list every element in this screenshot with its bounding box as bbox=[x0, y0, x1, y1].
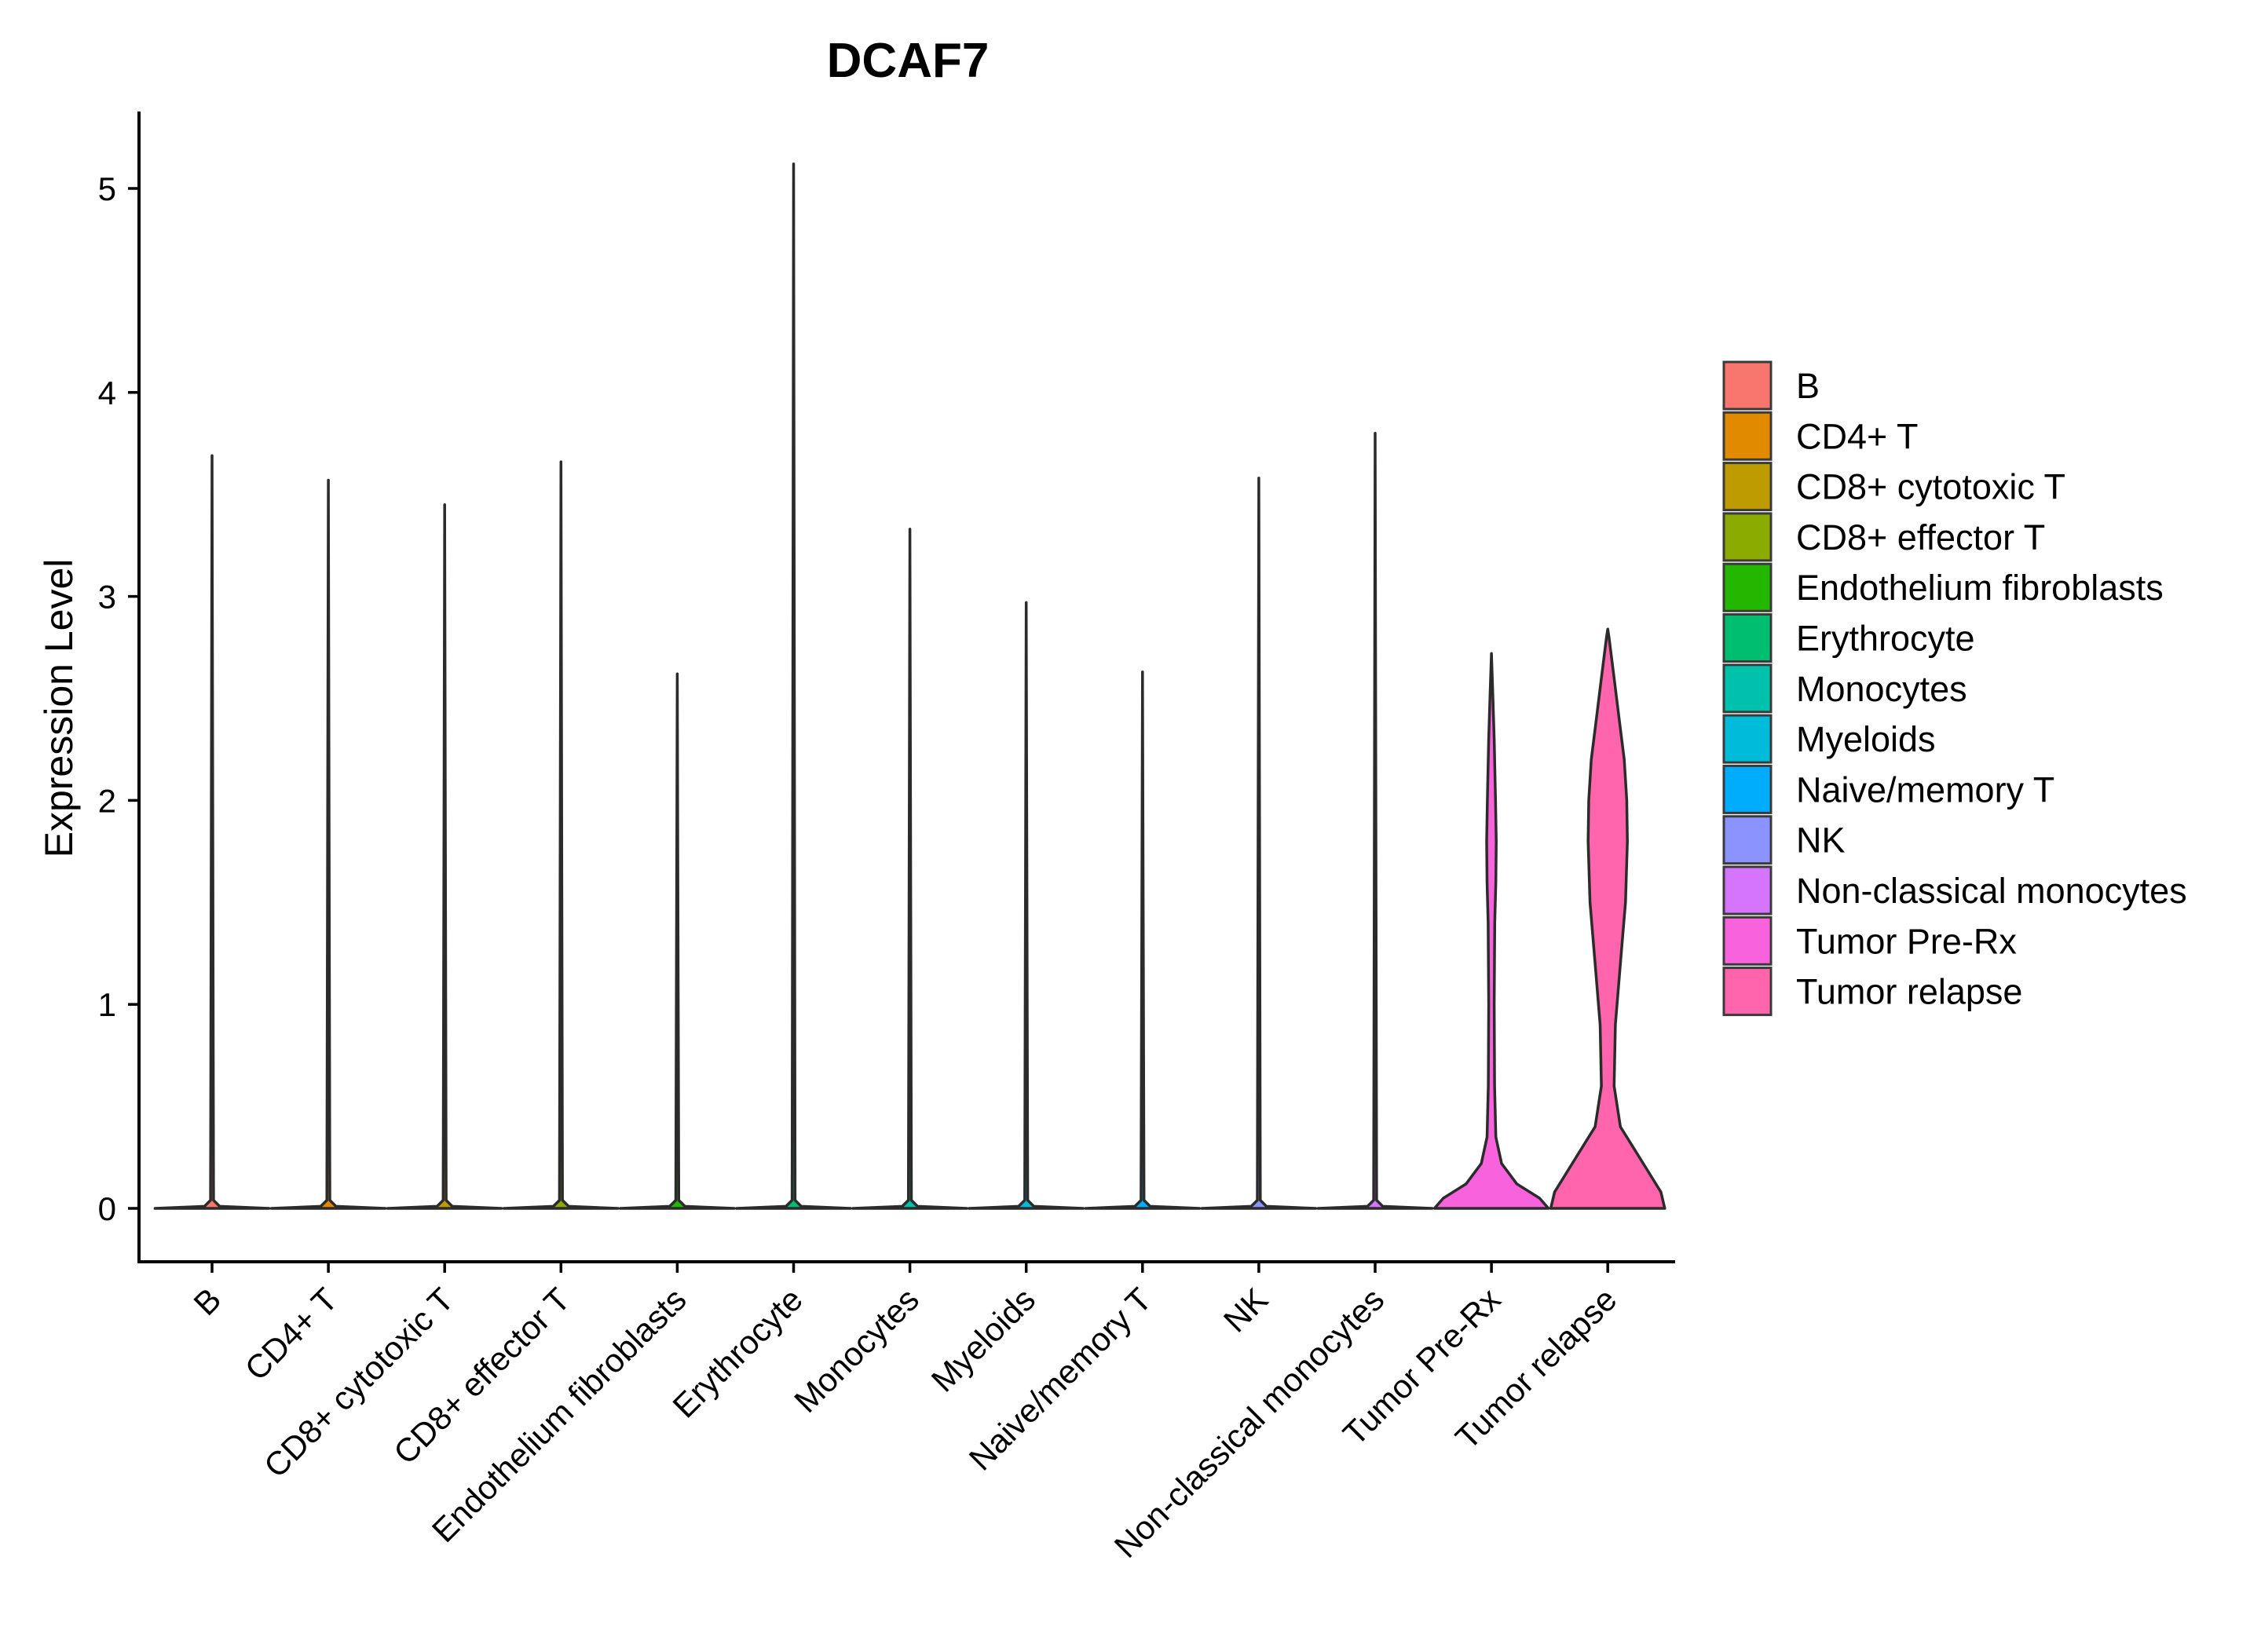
legend-label: CD4+ T bbox=[1796, 416, 1918, 456]
y-tick-label: 4 bbox=[98, 375, 116, 411]
x-tick-label: Monocytes bbox=[787, 1281, 926, 1420]
legend-label: CD8+ cytotoxic T bbox=[1796, 467, 2065, 507]
violin-tumor-relapse bbox=[1549, 627, 1666, 1210]
violin-erythrocyte bbox=[735, 163, 852, 1210]
violin-tumor-pre-rx bbox=[1432, 652, 1550, 1210]
violin-cd4-t bbox=[269, 478, 387, 1210]
legend-label: Erythrocyte bbox=[1796, 619, 1975, 659]
x-tick-label: B bbox=[186, 1281, 228, 1322]
legend-key bbox=[1722, 865, 1773, 916]
axes bbox=[137, 111, 1675, 1263]
violin-monocytes bbox=[851, 528, 968, 1210]
legend-key bbox=[1722, 967, 1773, 1017]
violin-myeloids bbox=[968, 601, 1085, 1210]
y-tick-label: 0 bbox=[98, 1190, 116, 1227]
violin-nk bbox=[1200, 477, 1318, 1210]
y-tick-label: 2 bbox=[98, 782, 116, 819]
legend-label: CD8+ effector T bbox=[1796, 517, 2045, 557]
violin-cd8-cytotoxic-t bbox=[386, 503, 503, 1210]
legend-label: Tumor relapse bbox=[1796, 972, 2022, 1012]
legend-key bbox=[1722, 764, 1773, 814]
violin-cd8-effector-t bbox=[502, 460, 620, 1210]
y-ticks: 0 1 2 3 4 5 bbox=[98, 170, 139, 1227]
y-tick-label: 5 bbox=[98, 170, 116, 207]
y-tick-label: 3 bbox=[98, 579, 116, 616]
legend-label: Naive/memory T bbox=[1796, 769, 2054, 810]
y-axis-label: Expression Level bbox=[37, 559, 81, 858]
legend-key bbox=[1722, 411, 1773, 461]
violin-b bbox=[153, 454, 271, 1210]
violin-endothelium-fibroblasts bbox=[619, 672, 736, 1210]
legend-key bbox=[1722, 512, 1773, 562]
legend-key bbox=[1722, 916, 1773, 966]
x-tick-label: CD4+ T bbox=[238, 1281, 345, 1387]
legend-label: Myeloids bbox=[1796, 719, 1936, 759]
legend-key bbox=[1722, 663, 1773, 714]
legend-key bbox=[1722, 714, 1773, 764]
legend-key bbox=[1722, 360, 1773, 411]
legend-label: Monocytes bbox=[1796, 669, 1967, 709]
chart-title: DCAF7 bbox=[827, 34, 990, 88]
violin-non-classical-monocytes bbox=[1316, 432, 1434, 1210]
legend-key bbox=[1722, 562, 1773, 612]
y-tick-label: 1 bbox=[98, 986, 116, 1023]
legend-label: B bbox=[1796, 366, 1820, 406]
legend-key bbox=[1722, 613, 1773, 663]
legend-key bbox=[1722, 815, 1773, 865]
legend-key bbox=[1722, 462, 1773, 512]
legend-label: Tumor Pre-Rx bbox=[1796, 921, 2017, 961]
legend-label: NK bbox=[1796, 821, 1846, 861]
x-tick-label: Myeloids bbox=[924, 1281, 1042, 1398]
legend: B CD4+ T CD8+ cytotoxic T CD8+ effector T En… bbox=[1722, 360, 2187, 1017]
violin-group bbox=[153, 163, 1666, 1210]
legend-label: Endothelium fibroblasts bbox=[1796, 568, 2164, 608]
legend-label: Non-classical monocytes bbox=[1796, 871, 2187, 911]
violin-naive-memory-t bbox=[1084, 670, 1202, 1210]
x-tick-label: NK bbox=[1216, 1281, 1275, 1340]
